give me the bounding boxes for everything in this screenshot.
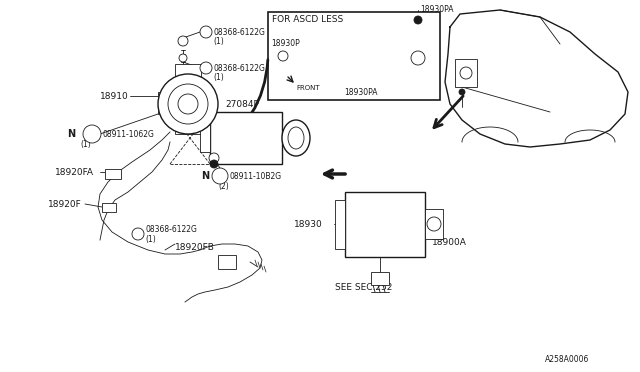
Circle shape xyxy=(83,125,101,143)
Bar xyxy=(455,59,477,87)
Bar xyxy=(175,64,201,82)
Text: 08368-6122G: 08368-6122G xyxy=(145,224,197,234)
Circle shape xyxy=(427,217,441,231)
Ellipse shape xyxy=(288,127,304,149)
Bar xyxy=(102,203,116,212)
Text: 18920FB: 18920FB xyxy=(175,243,215,251)
Circle shape xyxy=(178,94,198,114)
Bar xyxy=(425,209,443,239)
Circle shape xyxy=(209,153,219,163)
Circle shape xyxy=(200,62,212,74)
Text: 18930PA: 18930PA xyxy=(344,87,378,96)
Circle shape xyxy=(179,54,187,62)
Text: (1): (1) xyxy=(145,234,156,244)
Bar xyxy=(105,169,121,179)
Text: S: S xyxy=(134,231,138,237)
Circle shape xyxy=(460,67,472,79)
Bar xyxy=(345,192,425,257)
Text: 18910: 18910 xyxy=(100,92,129,100)
Circle shape xyxy=(278,51,288,61)
Text: 18920FA: 18920FA xyxy=(55,167,94,176)
Bar xyxy=(335,200,345,249)
Text: 18920F: 18920F xyxy=(48,199,82,208)
FancyArrowPatch shape xyxy=(211,60,268,150)
Text: (2): (2) xyxy=(218,182,228,190)
Text: S: S xyxy=(202,29,206,35)
Bar xyxy=(200,124,210,152)
Text: 08368-6122G: 08368-6122G xyxy=(213,28,265,36)
Text: (1): (1) xyxy=(213,73,224,81)
Bar xyxy=(210,112,282,164)
Circle shape xyxy=(178,36,188,46)
Text: 08911-10B2G: 08911-10B2G xyxy=(229,171,281,180)
Text: 08911-1062G: 08911-1062G xyxy=(102,129,154,138)
Bar xyxy=(268,12,440,100)
Text: (1): (1) xyxy=(80,140,91,148)
Text: 18930P: 18930P xyxy=(271,38,300,48)
Circle shape xyxy=(411,51,425,65)
Text: FOR ASCD LESS: FOR ASCD LESS xyxy=(272,15,343,23)
Bar xyxy=(158,92,170,114)
Text: (1): (1) xyxy=(213,36,224,45)
Text: SEE SEC.252: SEE SEC.252 xyxy=(335,282,392,292)
Ellipse shape xyxy=(282,120,310,156)
Circle shape xyxy=(132,228,144,240)
Text: 08368-6122G: 08368-6122G xyxy=(213,64,265,73)
Circle shape xyxy=(212,168,228,184)
Text: A258A0006: A258A0006 xyxy=(545,356,589,365)
Text: FRONT: FRONT xyxy=(296,85,319,91)
Text: N: N xyxy=(201,171,209,181)
Circle shape xyxy=(210,160,218,168)
Text: 18930: 18930 xyxy=(294,219,323,228)
Text: 18900A: 18900A xyxy=(432,237,467,247)
Circle shape xyxy=(200,26,212,38)
Circle shape xyxy=(168,84,208,124)
Circle shape xyxy=(414,16,422,24)
Bar xyxy=(218,255,236,269)
Bar xyxy=(175,120,201,134)
Circle shape xyxy=(459,89,465,95)
Text: 27084P: 27084P xyxy=(225,99,259,109)
Circle shape xyxy=(179,37,187,45)
Text: S: S xyxy=(202,65,206,71)
Text: 18930PA: 18930PA xyxy=(420,4,454,13)
Bar xyxy=(371,272,389,285)
Circle shape xyxy=(158,74,218,134)
Text: N: N xyxy=(67,129,75,139)
